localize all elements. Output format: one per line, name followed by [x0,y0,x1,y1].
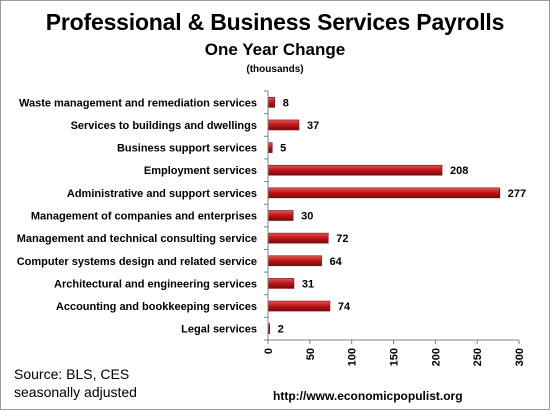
bar [267,119,300,131]
bar [267,255,322,267]
data-label: 30 [301,211,313,223]
data-label: 37 [307,120,319,132]
x-tick-label: 200 [430,348,442,366]
category-label: Business support services [117,143,257,155]
site-url: http://www.economicpopulist.org [273,389,463,403]
x-tick-label: 150 [389,348,401,366]
category-label: Employment services [144,165,257,177]
source-note: Source: BLS, CES seasonally adjusted [14,365,137,401]
x-tick-label: 100 [347,348,359,366]
category-label: Legal services [181,324,257,336]
bar [267,210,294,221]
data-label: 277 [508,188,526,200]
bar [267,97,275,108]
x-tick-label: 50 [305,348,317,360]
adjustment-line: seasonally adjusted [14,384,137,400]
chart-subtitle: One Year Change [204,40,346,59]
bar [267,164,443,176]
category-label: Services to buildings and dwellings [71,120,257,132]
x-tick-label: 300 [514,348,526,366]
data-label: 31 [302,278,314,290]
category-label: Architectural and engineering services [54,278,257,290]
data-label: 208 [450,165,468,177]
data-label: 8 [283,97,289,109]
bar [267,142,273,153]
x-tick-label: 0 [263,348,275,354]
category-label: Accounting and bookkeeping services [56,301,257,313]
bar [267,232,329,244]
data-label: 5 [280,143,286,155]
category-label: Management and technical consulting serv… [17,233,257,245]
category-label: Waste management and remediation service… [19,97,257,109]
axes-group: Waste management and remediation service… [17,90,526,366]
data-label: 64 [330,256,343,268]
data-label: 72 [336,233,348,245]
chart-title: Professional & Business Services Payroll… [45,9,505,35]
source-line: Source: BLS, CES [14,366,130,382]
bar [267,300,331,312]
category-label: Computer systems design and related serv… [17,256,257,268]
category-label: Management of companies and enterprises [31,211,257,223]
data-label: 74 [338,301,351,313]
x-tick-label: 250 [472,348,484,366]
bar [267,278,295,289]
bar [267,187,501,199]
data-label: 2 [278,324,284,336]
chart-units: (thousands) [246,64,304,75]
category-label: Administrative and support services [67,188,257,200]
bars-group: 8 37 5 208 277 30 72 64 31 74 2 [267,97,526,336]
